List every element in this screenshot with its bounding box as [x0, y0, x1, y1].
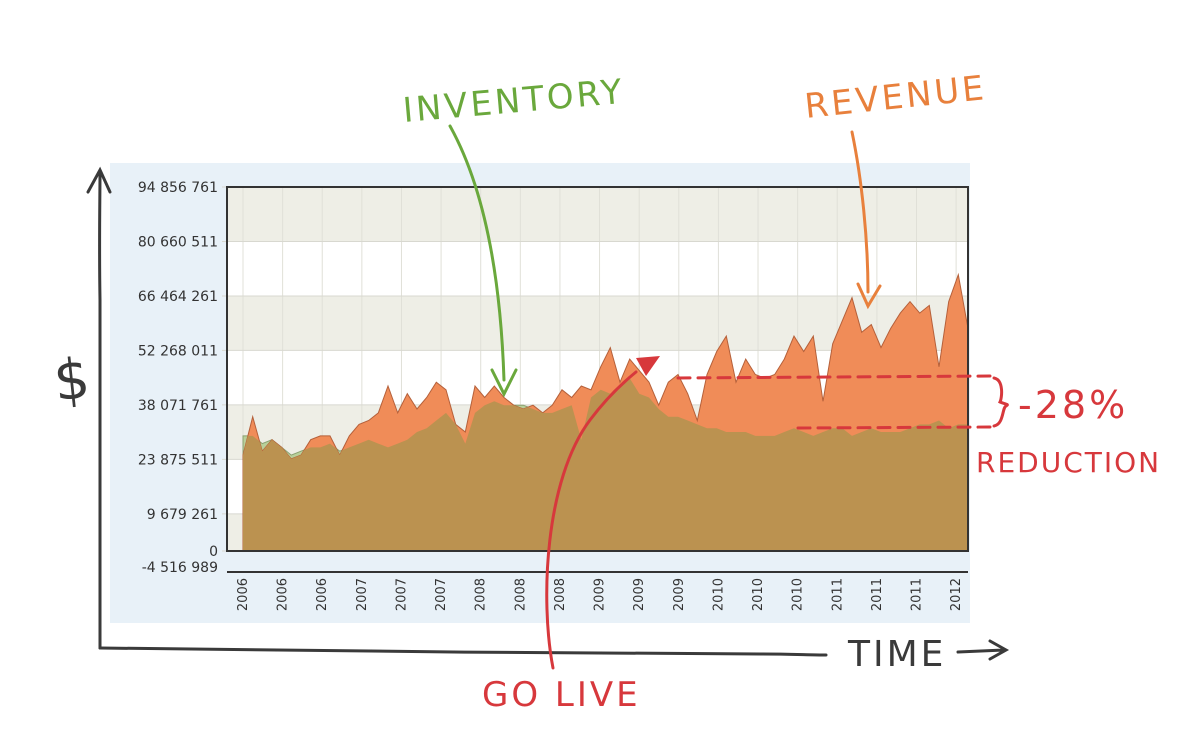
x-tick-label: 2006 [276, 578, 291, 611]
x-tick-label: 2006 [315, 578, 330, 611]
reduction-percent: -28% [1018, 383, 1128, 427]
x-tick-label: 2008 [474, 578, 489, 611]
y-tick-label: 94 856 761 [138, 180, 218, 196]
hand-y-arrowhead [86, 166, 112, 194]
x-tick-label: 2007 [394, 578, 409, 611]
plot-band [227, 241, 968, 296]
x-tick-labels: 2006 2006 2006 2007 2007 2007 2008 2008 2008 2009… [236, 578, 964, 611]
x-tick-label: 2006 [236, 578, 251, 611]
x-tick-label: 2010 [711, 578, 726, 611]
plot-frame [226, 186, 969, 552]
x-tick-label: 2010 [751, 578, 766, 611]
x-tick-label: 2011 [870, 578, 885, 611]
time-arrow [956, 639, 1010, 661]
go-live-arrowhead [636, 356, 660, 376]
revenue-arrow [850, 130, 870, 294]
y-tick-label: 80 660 511 [138, 234, 218, 250]
y-tick-label: 0 [209, 544, 218, 560]
time-label: TIME [847, 634, 946, 675]
hand-x-axis [98, 646, 828, 657]
go-live-arrow [545, 370, 638, 670]
y-tick-label: 66 464 261 [138, 289, 218, 305]
reduction-brace [992, 376, 1009, 428]
reduction-bottom-line [796, 425, 992, 430]
revenue-arrowhead [856, 282, 882, 310]
y-tick-label: 52 268 011 [138, 343, 218, 359]
y-tick-labels: 94 856 761 80 660 511 66 464 261 52 268 011… [138, 180, 218, 576]
x-tick-label: 2011 [830, 578, 845, 611]
x-tick-label: 2010 [791, 578, 806, 611]
y-tick-label: 23 875 511 [138, 452, 218, 468]
x-tick-label: 2009 [593, 578, 608, 611]
hand-y-axis [98, 170, 102, 650]
x-tick-label: 2008 [513, 578, 528, 611]
y-tick-label: 9 679 261 [147, 507, 218, 523]
x-tick-label: 2012 [949, 578, 964, 611]
plot-band [227, 187, 968, 242]
revenue-annotation: REVENUE [803, 68, 989, 127]
x-tick-label: 2008 [553, 578, 568, 611]
x-tick-label: 2007 [434, 578, 449, 611]
y-tick-label: -4 516 989 [142, 560, 218, 576]
inventory-annotation: INVENTORY [401, 72, 626, 131]
x-tick-label: 2009 [672, 578, 687, 611]
y-tick-label: 38 071 761 [138, 398, 218, 414]
x-tick-label: 2007 [355, 578, 370, 611]
go-live-annotation: GO LIVE [482, 675, 641, 715]
x-tick-label: 2011 [909, 578, 924, 611]
reduction-top-line [676, 374, 992, 380]
reduction-label: REDUCTION [976, 446, 1161, 479]
overlap-area [243, 378, 968, 551]
inventory-arrow [448, 124, 506, 382]
inventory-arrowhead [490, 368, 518, 398]
x-tick-label: 2009 [632, 578, 647, 611]
dollar-sign: $ [51, 346, 96, 415]
